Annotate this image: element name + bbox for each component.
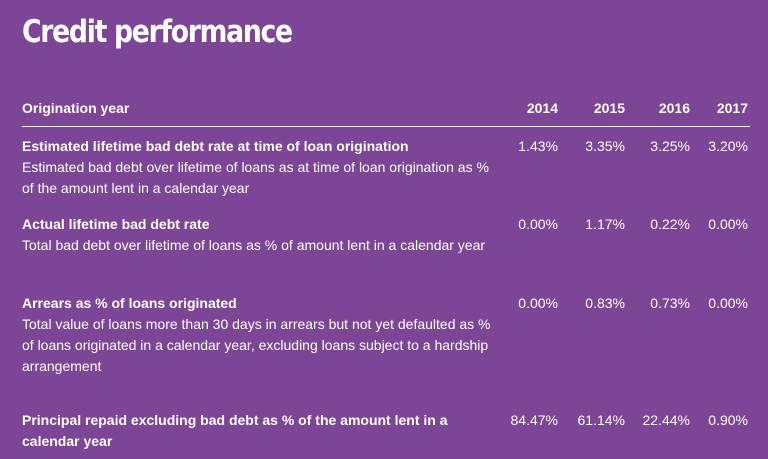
value-cell: 61.14% — [577, 412, 625, 428]
year-header-2017: 2017 — [716, 100, 748, 116]
table-row-principal-repaid: Principal repaid excluding bad debt as %… — [22, 410, 750, 452]
value-cell: 0.00% — [518, 216, 558, 232]
value-cell: 1.43% — [518, 138, 558, 154]
table-row-estimated-bad-debt: Estimated lifetime bad debt rate at time… — [22, 136, 750, 199]
table-row-actual-bad-debt: Actual lifetime bad debt rate Total bad … — [22, 214, 750, 256]
value-cell: 3.35% — [585, 138, 625, 154]
value-cell: 84.47% — [510, 412, 558, 428]
row-title: Principal repaid excluding bad debt as %… — [22, 412, 448, 449]
value-cell: 22.44% — [642, 412, 690, 428]
value-cell: 1.17% — [585, 216, 625, 232]
value-cell: 0.83% — [585, 295, 625, 311]
value-cell: 3.20% — [708, 138, 748, 154]
row-title: Estimated lifetime bad debt rate at time… — [22, 138, 409, 154]
value-cell: 0.73% — [650, 295, 690, 311]
row-description: Estimated bad debt over lifetime of loan… — [22, 159, 489, 196]
year-header-2015: 2015 — [593, 100, 625, 116]
row-title: Actual lifetime bad debt rate — [22, 216, 210, 232]
value-cell: 0.00% — [518, 295, 558, 311]
table-header: Origination year 2014 2015 2016 2017 — [22, 96, 750, 127]
row-description: Total value of loans more than 30 days i… — [22, 316, 491, 374]
page-title: Credit performance — [22, 14, 293, 50]
value-cell: 0.00% — [708, 216, 748, 232]
table-row-arrears: Arrears as % of loans originated Total v… — [22, 293, 750, 377]
year-header-2014: 2014 — [526, 100, 558, 116]
row-description: Total bad debt over lifetime of loans as… — [22, 237, 486, 253]
origination-year-label: Origination year — [22, 100, 130, 116]
value-cell: 0.00% — [708, 295, 748, 311]
value-cell: 0.22% — [650, 216, 690, 232]
value-cell: 3.25% — [650, 138, 690, 154]
row-title: Arrears as % of loans originated — [22, 295, 237, 311]
value-cell: 0.90% — [708, 412, 748, 428]
year-header-2016: 2016 — [658, 100, 690, 116]
